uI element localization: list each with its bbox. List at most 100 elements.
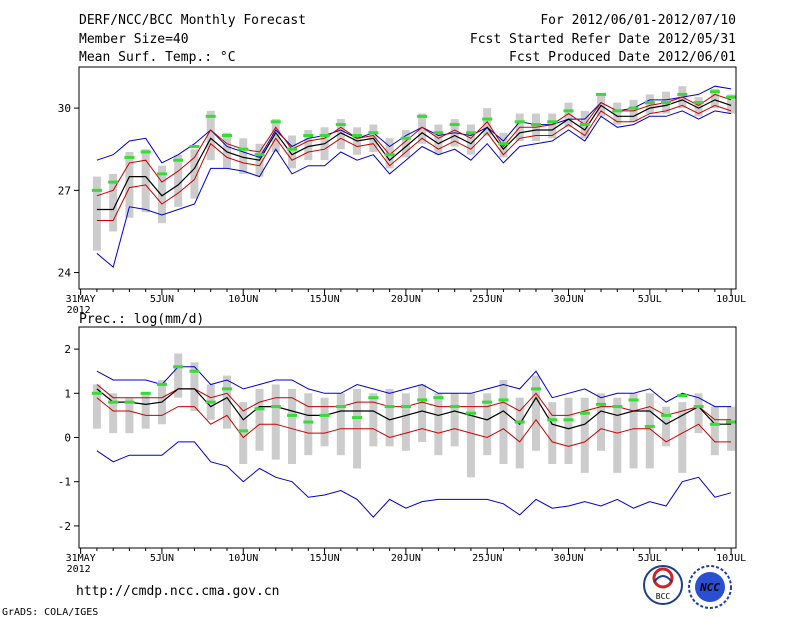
temp-member-19 <box>384 153 395 157</box>
precip-member-17 <box>352 416 363 420</box>
temp-box-3 <box>125 151 134 218</box>
precip-member-37 <box>677 394 688 398</box>
precip-box-35 <box>645 393 654 469</box>
temp-box-14 <box>304 130 313 161</box>
temp-ylabel-24: 24 <box>58 267 72 280</box>
precip-line-mean <box>96 388 732 430</box>
precip-member-18 <box>368 396 379 400</box>
precip-line-lower <box>96 397 732 447</box>
precip-member-21 <box>417 398 428 402</box>
member-size: Member Size=40 <box>79 32 189 47</box>
precip-box-19 <box>385 388 394 447</box>
temp-box-22 <box>434 124 443 155</box>
precip-member-40 <box>726 420 737 424</box>
precip-box-20 <box>401 393 410 451</box>
precip-member-11 <box>254 407 265 411</box>
precip-members <box>91 365 737 433</box>
temp-box-29 <box>548 113 557 139</box>
temp-xlabel-1: 5JUN <box>150 294 174 305</box>
temp-ylabel-27: 27 <box>58 184 71 197</box>
temp-member-7 <box>189 144 200 148</box>
temp-box-40 <box>727 94 736 114</box>
precip-member-15 <box>319 413 330 417</box>
temp-box-13 <box>288 135 297 169</box>
temp-member-4 <box>140 150 151 154</box>
temp-member-34 <box>628 106 639 110</box>
temp-member-17 <box>352 134 363 138</box>
temp-member-12 <box>270 120 281 124</box>
precip-xlabel-5: 25JUN <box>472 553 502 564</box>
precip-xlabel-6: 30JUN <box>553 553 583 564</box>
temp-member-32 <box>596 92 607 96</box>
precip-box-37 <box>678 402 687 473</box>
temp-line-lower <box>96 104 732 221</box>
precip-ylabel--1: -1 <box>58 476 71 489</box>
temp-member-36 <box>661 101 672 105</box>
chart-title: DERF/NCC/BCC Monthly Forecast <box>79 13 306 28</box>
temp-member-3 <box>124 155 135 159</box>
temperature-lines <box>96 85 732 268</box>
precip-member-38 <box>693 405 704 409</box>
precip-box-36 <box>662 406 671 447</box>
temp-xlabel-0: 31MAY <box>66 294 96 305</box>
precip-box-23 <box>450 393 459 447</box>
temp-member-2 <box>108 180 119 184</box>
temp-member-28 <box>530 123 541 127</box>
temp-member-21 <box>417 114 428 118</box>
temp-box-33 <box>613 102 622 125</box>
temp-line-min <box>96 110 732 268</box>
temp-member-39 <box>709 90 720 94</box>
forecast-period: For 2012/06/01-2012/07/10 <box>540 13 736 28</box>
temp-box-5 <box>157 165 166 224</box>
temp-box-8 <box>206 110 215 161</box>
precip-lines <box>96 366 732 518</box>
precip-member-31 <box>579 411 590 415</box>
precip-member-16 <box>335 405 346 409</box>
temp-xlabel-4: 20JUN <box>391 294 421 305</box>
precip-member-20 <box>400 405 411 409</box>
precip-member-39 <box>709 422 720 426</box>
precip-xlabel-4: 20JUN <box>391 553 421 564</box>
temp-member-29 <box>547 120 558 124</box>
precip-member-25 <box>482 400 493 404</box>
precip-member-22 <box>433 396 444 400</box>
temp-box-12 <box>271 119 280 152</box>
temp-box-30 <box>564 102 573 128</box>
precip-member-7 <box>189 369 200 373</box>
precip-member-23 <box>449 405 460 409</box>
precip-box-7 <box>190 362 199 411</box>
temp-member-24 <box>465 131 476 135</box>
temp-xlabel-2: 10JUN <box>228 294 258 305</box>
precip-box-31 <box>580 397 589 473</box>
precip-member-35 <box>644 424 655 428</box>
precip-xlabel-8: 10JUL <box>716 553 746 564</box>
precip-box-22 <box>434 393 443 456</box>
precip-member-19 <box>384 405 395 409</box>
temp-box-20 <box>401 130 410 158</box>
precip-member-9 <box>221 387 232 391</box>
precip-member-2 <box>108 400 119 404</box>
temp-box-24 <box>466 124 475 155</box>
precip-member-24 <box>465 411 476 415</box>
precip-box-30 <box>564 397 573 465</box>
temp-member-11 <box>254 153 265 157</box>
precip-box-38 <box>694 393 703 434</box>
precip-box-32 <box>597 393 606 451</box>
temp-xlabel-6: 30JUN <box>553 294 583 305</box>
precip-member-3 <box>124 400 135 404</box>
source-url[interactable]: http://cmdp.ncc.cma.gov.cn <box>76 584 280 599</box>
precip-member-8 <box>205 400 216 404</box>
temp-box-21 <box>418 113 427 144</box>
temp-xlabel-7: 5JUL <box>638 294 662 305</box>
precip-box-9 <box>222 375 231 429</box>
temp-member-10 <box>238 147 249 151</box>
precip-box-25 <box>483 393 492 456</box>
precip-member-32 <box>596 402 607 406</box>
ncc-logo: NCC <box>688 565 732 609</box>
temp-member-40 <box>726 95 737 99</box>
temp-member-6 <box>173 158 184 162</box>
precip-boxes <box>92 353 736 478</box>
temp-xlabel-year: 2012 <box>67 305 91 316</box>
